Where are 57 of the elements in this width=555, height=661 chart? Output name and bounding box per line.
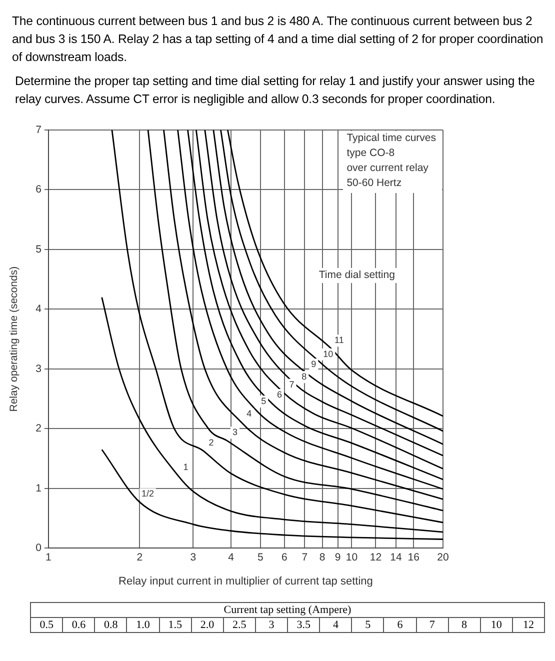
text: 10	[480, 618, 512, 632]
text: 0.5	[30, 618, 63, 632]
x-axis-title: Relay input current in multiplier of current tap setting	[118, 575, 373, 588]
annotation: 7	[289, 379, 294, 390]
x-tick-label: 14	[390, 551, 402, 564]
text: 2.0	[191, 618, 224, 632]
text: 0.6	[62, 618, 95, 632]
annotation: 2	[208, 437, 214, 448]
annotation: 6	[277, 390, 282, 400]
y-tick-label: 5	[36, 243, 42, 256]
x-tick-label: 5	[257, 551, 264, 564]
text: 0.8	[94, 618, 127, 632]
text: 8	[448, 618, 480, 632]
x-tick-label: 4	[228, 551, 234, 564]
annotation: 3	[232, 427, 238, 438]
text: 3	[255, 618, 288, 632]
x-tick-label: 12	[370, 551, 382, 564]
y-tick-label: 7	[36, 124, 42, 136]
annotation: 10	[323, 348, 334, 359]
text: 4	[320, 618, 352, 632]
x-tick-label: 3	[190, 551, 196, 564]
x-tick-label: 8	[319, 551, 326, 564]
x-tick-label: 9	[334, 551, 341, 564]
x-tick-label: 1	[46, 551, 52, 564]
y-axis-title: Relay operating time (seconds)	[8, 266, 20, 412]
x-tick-label: 2	[136, 551, 143, 564]
x-tick-label: 7	[302, 551, 308, 564]
chart-subtitle: Determine the proper tap setting and time dial setting for relay 1 and justify your answer using the relay curves. Assume CT error is negligible and allow 0.3 seconds for proper coordination.	[14, 73, 536, 108]
text: 5	[352, 618, 384, 632]
text: 1.0	[126, 618, 159, 632]
annotation: 11	[334, 335, 344, 346]
annotation: Time dial setting	[308, 268, 405, 283]
text: 12	[512, 618, 544, 632]
annotation: 1	[183, 462, 188, 472]
annotation: 8	[302, 372, 307, 382]
y-tick-label: 6	[36, 184, 42, 196]
y-tick-label: 1	[36, 482, 42, 494]
x-tick-label: 20	[437, 551, 449, 564]
text: 1.5	[159, 618, 192, 632]
text: 6	[384, 618, 416, 632]
y-tick-label: 3	[36, 362, 42, 375]
annotation: 9	[311, 359, 316, 370]
x-tick-label: 10	[346, 551, 358, 564]
text: Current tap setting (Ampere)	[30, 602, 544, 618]
x-tick-label: 16	[408, 551, 420, 564]
x-tick-label: 6	[282, 551, 288, 564]
text: 2.5	[223, 618, 256, 632]
y-tick-label: 0	[36, 542, 42, 554]
y-tick-label: 2	[36, 422, 42, 435]
annotation: 5	[261, 396, 266, 406]
annotation: 1/2	[141, 488, 154, 499]
annotation: 4	[246, 408, 252, 419]
text: 7	[416, 618, 448, 632]
annotation: Typical time curves type CO-8 over current relay 50-60 Hertz	[342, 131, 442, 193]
y-tick-label: 4	[36, 303, 42, 316]
chart-title: The continuous current between bus 1 and bus 2 is 480 A. The continuous current between bus 2 and bus 3 is 150 A. Relay 2 has a tap setting of 4 and a time dial setting of 2 for proper coordination of downstream loads.	[12, 13, 544, 66]
text: 3.5	[288, 618, 320, 632]
